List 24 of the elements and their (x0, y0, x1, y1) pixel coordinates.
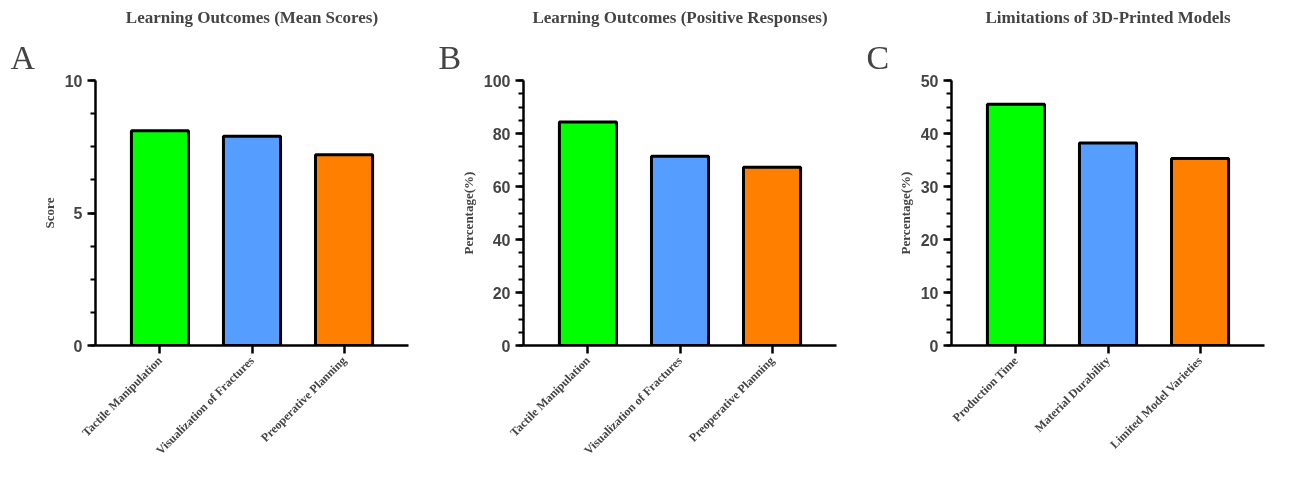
y-axis-title: Score (41, 197, 57, 229)
chart-title: Learning Outcomes (Positive Responses) (532, 7, 828, 27)
text: C (866, 38, 890, 76)
y-tick-label: 10 (64, 72, 83, 90)
text: B (438, 38, 462, 76)
y-tick-label: 10 (920, 284, 939, 302)
y-tick-label: 20 (920, 231, 939, 249)
y-tick-label: 5 (73, 205, 83, 222)
y-axis-title: Percentage(%) (897, 171, 913, 255)
chart-title: Learning Outcomes (Mean Scores) (125, 7, 379, 27)
y-tick-label: 40 (492, 231, 511, 249)
y-tick-label: 50 (920, 72, 939, 90)
y-tick-label: 0 (73, 337, 83, 355)
y-tick-label: 30 (920, 178, 939, 196)
y-tick-label: 80 (492, 125, 511, 143)
y-tick-label: 0 (929, 337, 939, 355)
y-tick-label: 100 (483, 72, 511, 90)
y-tick-label: 20 (492, 284, 511, 302)
y-tick-label: 0 (501, 337, 511, 355)
chart-title: Limitations of 3D-Printed Models (985, 7, 1231, 27)
text: A (10, 38, 36, 76)
y-axis-title: Percentage(%) (460, 171, 476, 255)
y-tick-label: 40 (920, 125, 939, 143)
y-tick-label: 60 (492, 178, 511, 196)
